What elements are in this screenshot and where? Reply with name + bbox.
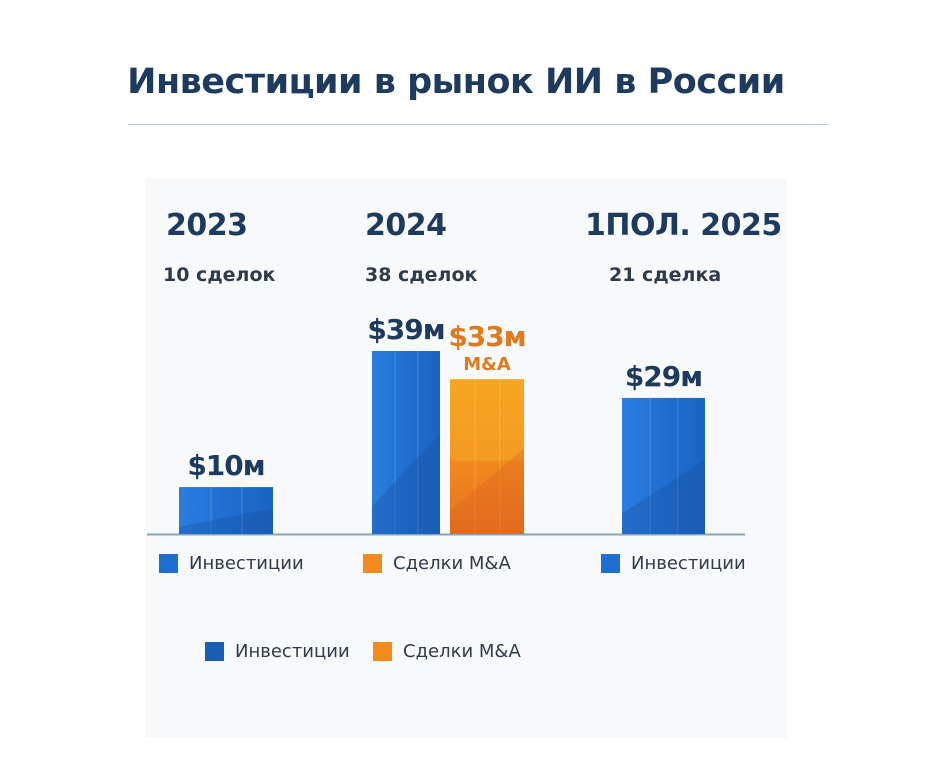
- investment-bar-2024: [372, 351, 440, 534]
- investment-value-label-0: $10м: [187, 449, 264, 482]
- bar-stripe: [241, 487, 243, 534]
- legend-label: Инвестиции: [235, 640, 350, 662]
- bar-stripe: [394, 351, 396, 534]
- group-legend-investments-2025: Инвестиции: [601, 551, 746, 575]
- legend-item-mna: Сделки M&A: [373, 639, 521, 663]
- investment-value-label-2: $29м: [625, 360, 702, 393]
- legend-swatch: [159, 553, 178, 573]
- bar-stripe: [416, 351, 419, 534]
- legend-swatch: [363, 553, 382, 573]
- period-label-h1-2025: 1ПОЛ. 2025: [585, 208, 782, 243]
- legend-swatch: [601, 553, 620, 573]
- bar-stripe: [210, 487, 212, 534]
- deals-count-h1-2025: 21 сделка: [609, 264, 722, 286]
- bar-shading: [372, 433, 440, 534]
- mna-value-label-1: $33м: [448, 320, 525, 353]
- legend-swatch: [373, 641, 392, 661]
- bar-stripe: [649, 397, 651, 534]
- bar-stripe: [474, 379, 476, 534]
- mna-sublabel-1: M&A: [463, 354, 511, 375]
- legend-item-investments: Инвестиции: [205, 639, 350, 663]
- legend-label: Инвестиции: [189, 552, 304, 574]
- group-legend-investments-2023: Инвестиции: [159, 551, 304, 575]
- legend-label: Инвестиции: [631, 552, 746, 574]
- legend-label: Сделки M&A: [403, 640, 521, 662]
- period-label-2024: 2024: [365, 208, 447, 243]
- bar-shading: [450, 448, 524, 534]
- investment-bar-1ПОЛ-2025: [622, 397, 705, 534]
- title-divider: [128, 124, 828, 125]
- deals-count-2023: 10 сделок: [163, 264, 276, 286]
- group-legend-mna-2024: Сделки M&A: [363, 551, 511, 575]
- bar-shading: [622, 459, 705, 534]
- period-label-2023: 2023: [166, 208, 248, 243]
- investment-value-label-1: $39м: [367, 313, 444, 346]
- bar-stripe: [498, 379, 501, 534]
- bar-shading: [179, 508, 273, 534]
- chart-title: Инвестиции в рынок ИИ в России: [127, 62, 785, 102]
- deals-count-2024: 38 сделок: [365, 264, 478, 286]
- legend-swatch: [205, 641, 224, 661]
- investment-bar-2023: [179, 487, 273, 534]
- mna-bar-2024: [450, 379, 524, 534]
- bar-stripe: [676, 397, 679, 534]
- legend-label: Сделки M&A: [393, 552, 511, 574]
